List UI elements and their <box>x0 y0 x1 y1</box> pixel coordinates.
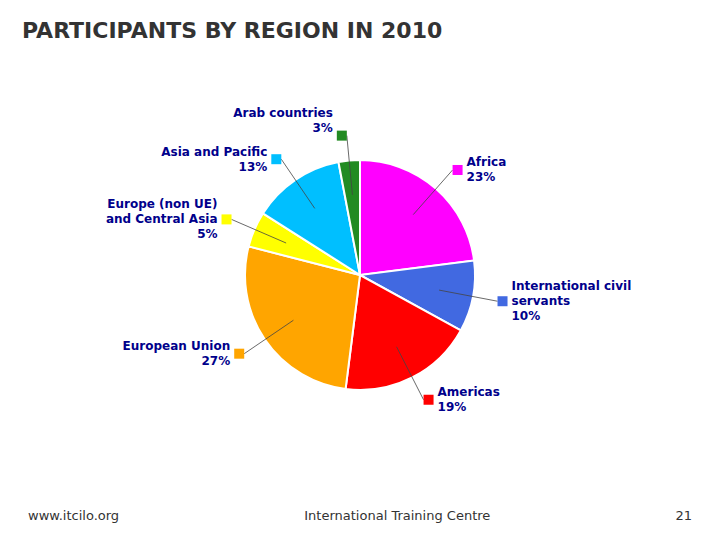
svg-text:International civilservants10%: International civilservants10% <box>512 279 632 323</box>
html-text:International Training Centre: International Training Centre <box>304 507 491 523</box>
html-text:21: 21 <box>675 507 692 523</box>
svg-text:European Union27%: European Union27% <box>123 339 231 368</box>
svg-text:Americas19%: Americas19% <box>438 385 500 414</box>
html-text:PARTICIPANTS BY REGION IN 2010: PARTICIPANTS BY REGION IN 2010 <box>22 17 443 43</box>
svg-text:Africa23%: Africa23% <box>467 155 507 184</box>
html-text:www.itcilo.org: www.itcilo.org <box>28 507 120 523</box>
svg-text:Arab countries3%: Arab countries3% <box>233 106 333 135</box>
svg-text:Europe (non UE)and Central Asi: Europe (non UE)and Central Asia5% <box>106 197 218 241</box>
svg-text:Asia and Pacific13%: Asia and Pacific13% <box>161 145 267 174</box>
